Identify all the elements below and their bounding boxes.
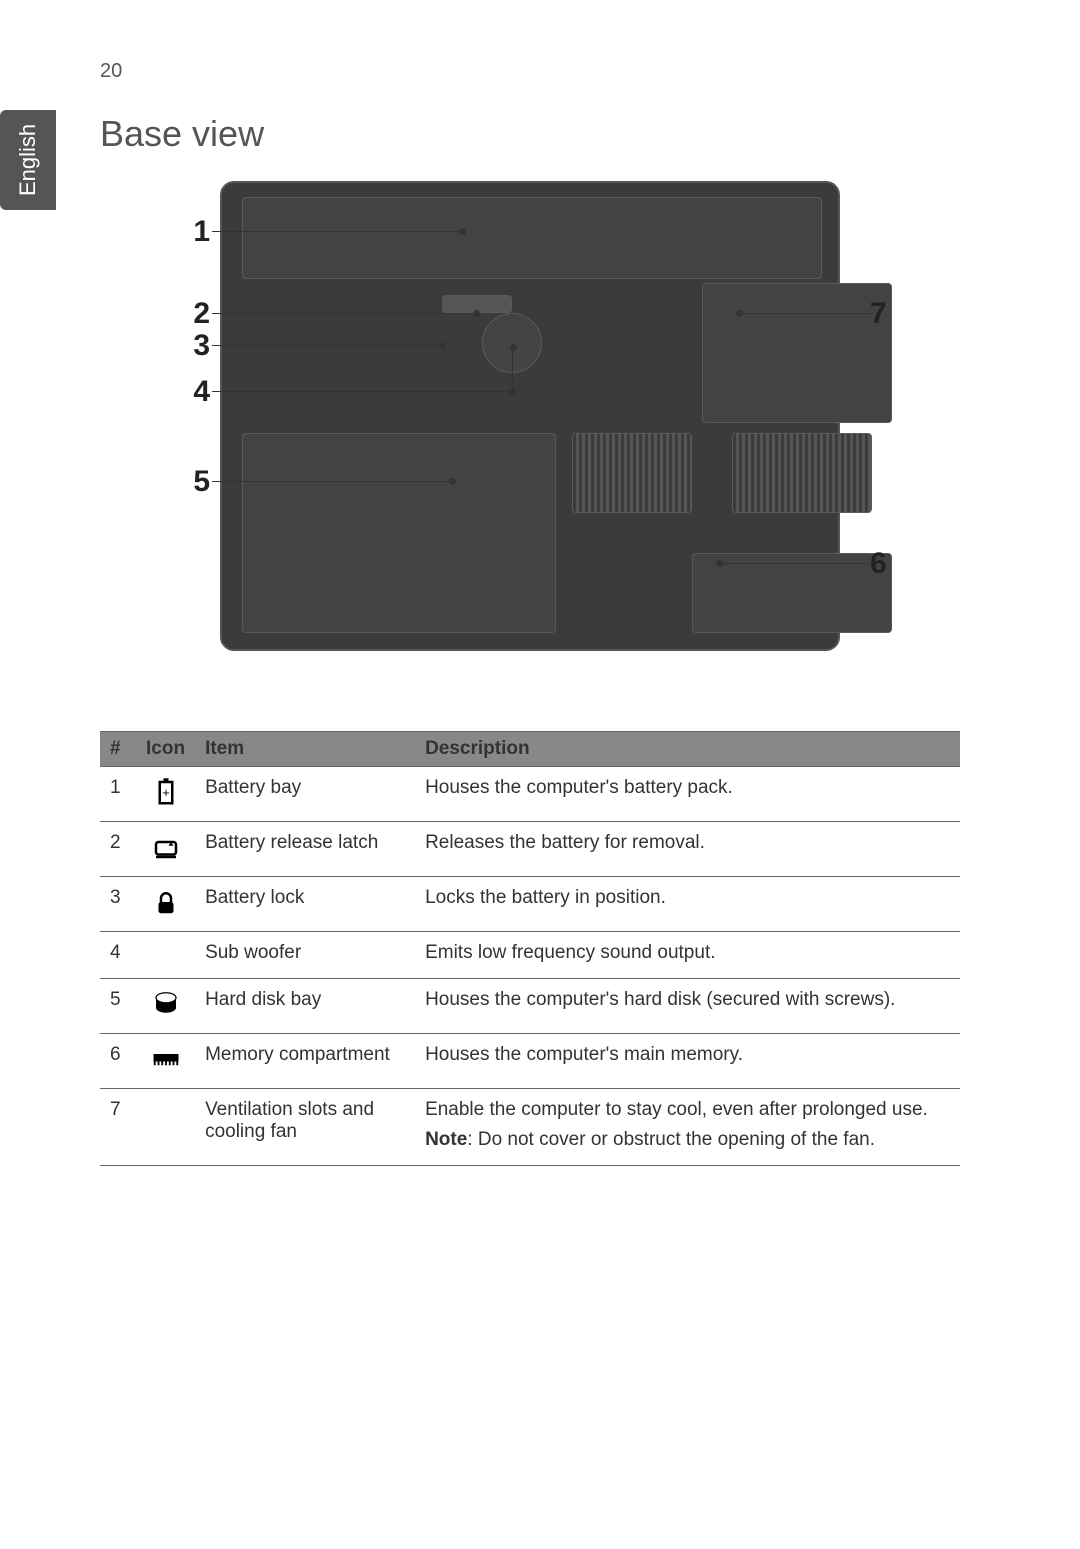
row-desc: Releases the battery for removal.: [415, 822, 960, 877]
row-num: 1: [100, 767, 136, 822]
row-icon: [136, 932, 195, 979]
svg-text:+: +: [162, 786, 169, 800]
row-note: Note: Do not cover or obstruct the openi…: [425, 1129, 950, 1151]
callout-7: 7: [870, 297, 900, 331]
lead-6: [720, 563, 870, 564]
battery-panel: [242, 197, 822, 279]
row-num: 3: [100, 877, 136, 932]
lead-2: [212, 313, 476, 314]
th-item: Item: [195, 732, 415, 767]
table-row: 4 Sub woofer Emits low frequency sound o…: [100, 932, 960, 979]
base-view-diagram: 1 2 3 4 5 7 6: [150, 181, 910, 651]
table-row: 7 Ventilation slots and cooling fan Enab…: [100, 1089, 960, 1166]
row-num: 4: [100, 932, 136, 979]
table-row: 3 Battery lock Locks the battery in posi…: [100, 877, 960, 932]
row-num: 7: [100, 1089, 136, 1166]
row-item: Hard disk bay: [195, 979, 415, 1034]
page-number: 20: [100, 60, 960, 83]
th-num: #: [100, 732, 136, 767]
callout-5: 5: [180, 465, 210, 499]
row-item: Battery lock: [195, 877, 415, 932]
lead-5: [212, 481, 452, 482]
row-icon: [136, 979, 195, 1034]
row-num: 2: [100, 822, 136, 877]
row-num: 6: [100, 1034, 136, 1089]
vent-panel: [702, 283, 892, 423]
laptop-bottom: [220, 181, 840, 651]
row-desc: Emits low frequency sound output.: [415, 932, 960, 979]
lead-4: [212, 391, 512, 392]
row-desc: Locks the battery in position.: [415, 877, 960, 932]
table-row: 5 Hard disk bay Houses the computer's ha…: [100, 979, 960, 1034]
row-item: Battery release latch: [195, 822, 415, 877]
callout-2: 2: [180, 297, 210, 331]
row-item: Ventilation slots and cooling fan: [195, 1089, 415, 1166]
callout-4: 4: [180, 375, 210, 409]
callout-3: 3: [180, 329, 210, 363]
components-table: # Icon Item Description 1 + Battery bay …: [100, 731, 960, 1166]
lead-1: [212, 231, 462, 232]
row-icon: +: [136, 767, 195, 822]
fan-grille-2: [732, 433, 872, 513]
row-icon: [136, 877, 195, 932]
callout-1: 1: [180, 215, 210, 249]
table-row: 2 Battery release latch Releases the bat…: [100, 822, 960, 877]
row-desc: Houses the computer's hard disk (secured…: [415, 979, 960, 1034]
th-icon: Icon: [136, 732, 195, 767]
th-desc: Description: [415, 732, 960, 767]
row-icon: [136, 1034, 195, 1089]
section-title: Base view: [100, 113, 960, 155]
lead-7: [740, 313, 870, 314]
language-tab: English: [0, 110, 56, 210]
row-item: Battery bay: [195, 767, 415, 822]
row-icon: [136, 822, 195, 877]
row-item: Memory compartment: [195, 1034, 415, 1089]
lead-4v: [512, 347, 513, 391]
callout-6: 6: [870, 547, 900, 581]
row-desc: Houses the computer's main memory.: [415, 1034, 960, 1089]
row-icon: [136, 1089, 195, 1166]
hdd-panel: [242, 433, 556, 633]
row-desc: Houses the computer's battery pack.: [415, 767, 960, 822]
row-num: 5: [100, 979, 136, 1034]
table-row: 6 Memory compartment Houses the computer…: [100, 1034, 960, 1089]
row-desc: Enable the computer to stay cool, even a…: [415, 1089, 960, 1166]
row-item: Sub woofer: [195, 932, 415, 979]
lead-3: [212, 345, 442, 346]
table-row: 1 + Battery bay Houses the computer's ba…: [100, 767, 960, 822]
fan-grille-1: [572, 433, 692, 513]
